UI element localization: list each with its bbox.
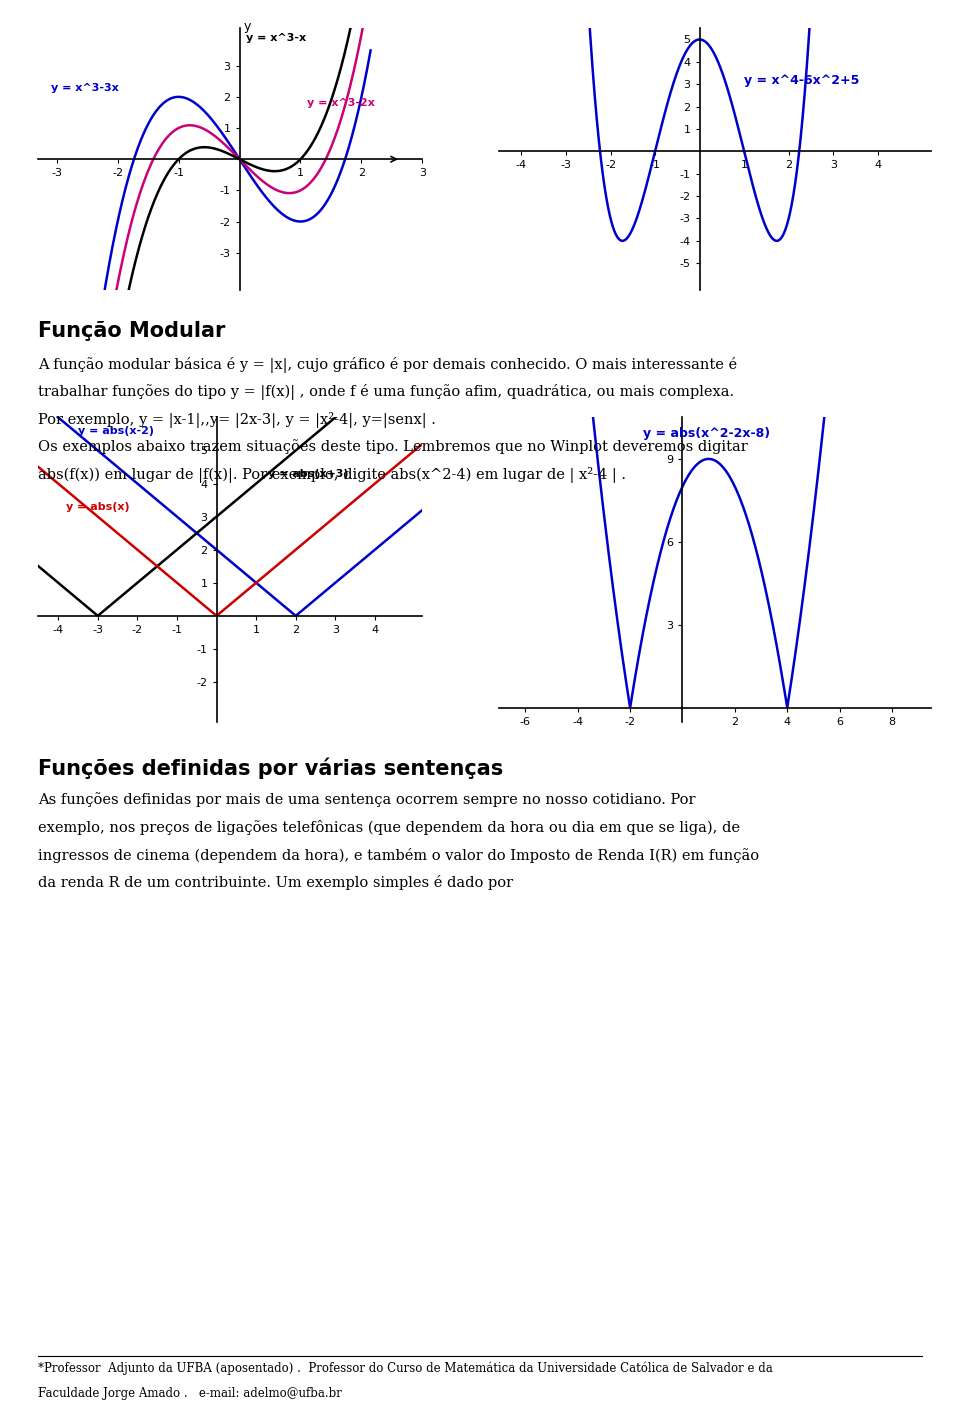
Text: abs(f(x)) em lugar de |f(x)|. Por exemplo, digite abs(x^2-4) em lugar de | x²-4 : abs(f(x)) em lugar de |f(x)|. Por exempl… [38, 467, 626, 483]
Text: y = x^4-6x^2+5: y = x^4-6x^2+5 [744, 74, 859, 88]
Text: y = x^3-3x: y = x^3-3x [51, 82, 118, 92]
Text: y = x^3-x: y = x^3-x [246, 33, 306, 42]
Text: ingressos de cinema (dependem da hora), e também o valor do Imposto de Renda I(R: ingressos de cinema (dependem da hora), … [38, 848, 759, 863]
Text: *Professor  Adjunto da UFBA (aposentado) .  Professor do Curso de Matemática da : *Professor Adjunto da UFBA (aposentado) … [38, 1361, 773, 1375]
Text: Os exemplos abaixo trazem situações deste tipo. Lembremos que no Winplot deverem: Os exemplos abaixo trazem situações dest… [38, 439, 748, 454]
Text: Funções definidas por várias sentenças: Funções definidas por várias sentenças [38, 757, 504, 778]
Text: y = abs(x^2-2x-8): y = abs(x^2-2x-8) [643, 427, 770, 440]
Text: Faculdade Jorge Amado .   e-mail: adelmo@ufba.br: Faculdade Jorge Amado . e-mail: adelmo@u… [38, 1387, 343, 1399]
Text: As funções definidas por mais de uma sentença ocorrem sempre no nosso cotidiano.: As funções definidas por mais de uma sen… [38, 792, 696, 808]
Text: y = abs(x-2): y = abs(x-2) [78, 426, 154, 436]
Text: y = abs(x): y = abs(x) [66, 502, 130, 512]
Text: y = abs(x+3): y = abs(x+3) [268, 468, 348, 478]
Text: y = x^3-2x: y = x^3-2x [306, 98, 374, 108]
Text: Por exemplo, y = |x-1|,,y= |2x-3|, y = |x²-4|, y=|senx| .: Por exemplo, y = |x-1|,,y= |2x-3|, y = |… [38, 412, 436, 427]
Text: y: y [244, 20, 252, 33]
Text: exemplo, nos preços de ligações telefônicas (que dependem da hora ou dia em que : exemplo, nos preços de ligações telefôni… [38, 821, 740, 835]
Text: da renda R de um contribuinte. Um exemplo simples é dado por: da renda R de um contribuinte. Um exempl… [38, 874, 514, 890]
Text: Função Modular: Função Modular [38, 321, 226, 341]
Text: trabalhar funções do tipo y = |f(x)| , onde f é uma função afim, quadrática, ou : trabalhar funções do tipo y = |f(x)| , o… [38, 383, 734, 400]
Text: A função modular básica é y = |x|, cujo gráfico é por demais conhecido. O mais i: A função modular básica é y = |x|, cujo … [38, 357, 737, 372]
